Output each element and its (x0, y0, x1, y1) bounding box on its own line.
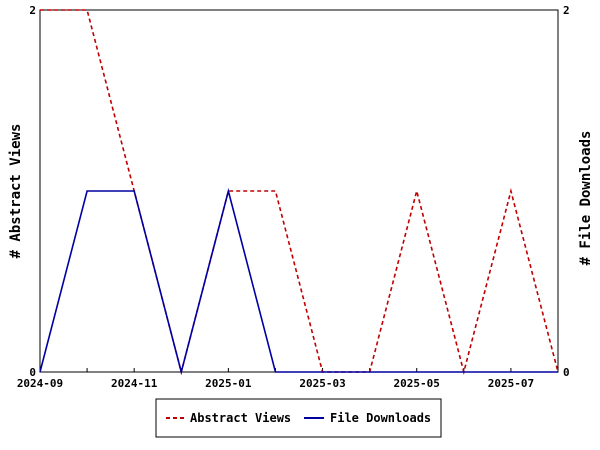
x-tick-label: 2025-03 (299, 377, 345, 390)
legend-label-abstract-views: Abstract Views (190, 411, 291, 425)
left-axis-title: # Abstract Views (8, 124, 24, 259)
x-tick-label: 2025-01 (205, 377, 252, 390)
x-tick-label: 2024-11 (111, 377, 158, 390)
x-tick-label: 2025-07 (488, 377, 534, 390)
legend: Abstract Views File Downloads (155, 398, 442, 438)
right-y-tick-label: 2 (563, 4, 570, 17)
x-tick-label: 2024-09 (17, 377, 63, 390)
series-line-file-downloads (39, 187, 558, 376)
left-y-tick-label: 2 (29, 4, 36, 17)
legend-box (155, 398, 442, 438)
x-tick-label: 2025-05 (394, 377, 440, 390)
right-y-tick-label: 0 (563, 366, 570, 379)
left-y-tick-label: 0 (29, 366, 36, 379)
right-axis-title: # File Downloads (578, 131, 594, 266)
legend-label-file-downloads: File Downloads (330, 411, 431, 425)
